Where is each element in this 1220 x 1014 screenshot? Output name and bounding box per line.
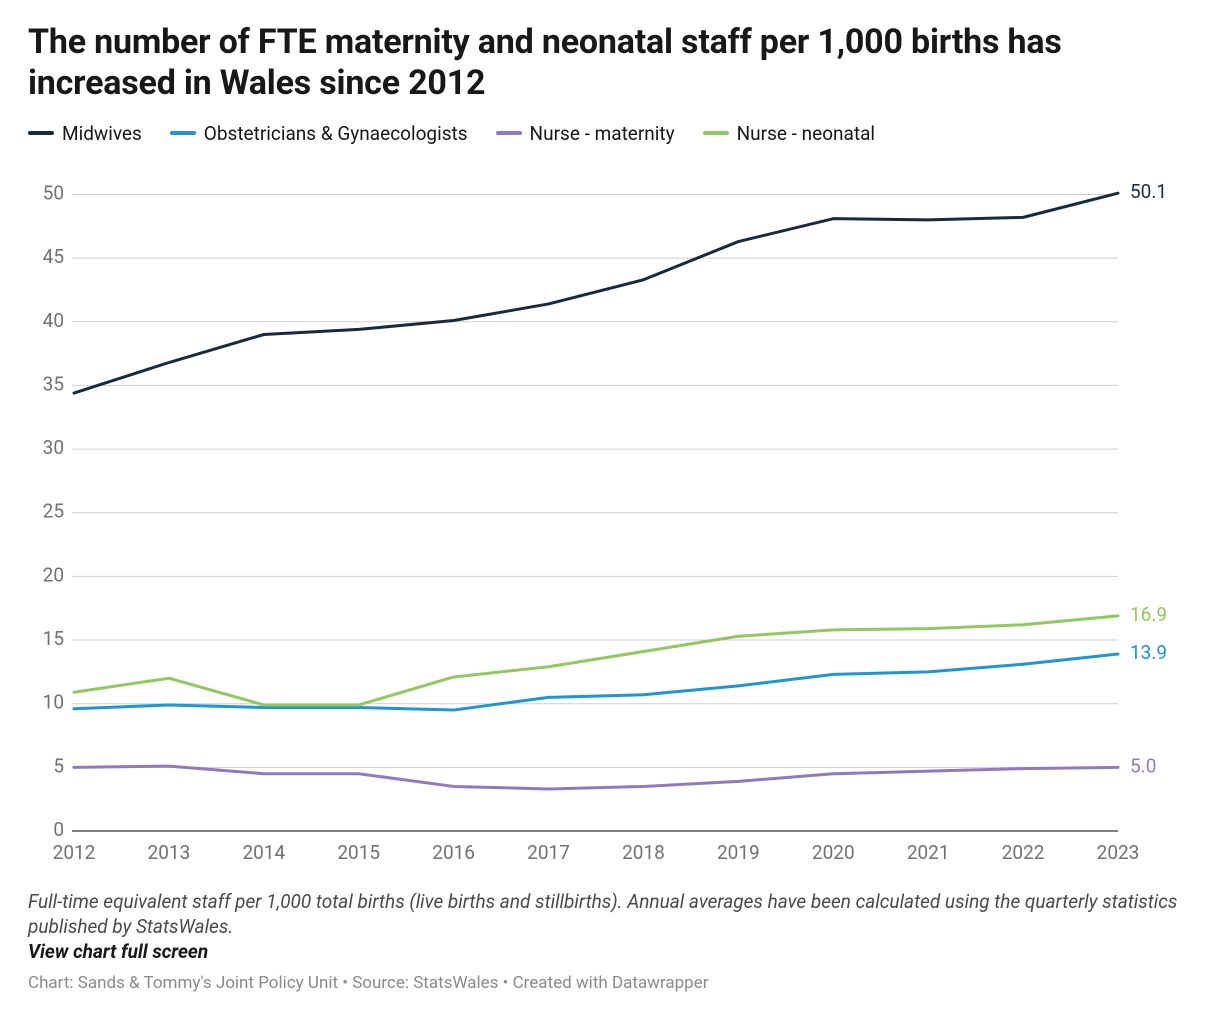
x-tick-label: 2017 (527, 841, 570, 864)
x-tick-label: 2022 (1002, 841, 1045, 864)
series-line (74, 193, 1118, 393)
legend-label: Nurse - maternity (530, 122, 675, 145)
series-end-label: 5.0 (1130, 754, 1156, 777)
legend-swatch (496, 131, 522, 135)
credit-line: Chart: Sands & Tommy's Joint Policy Unit… (28, 973, 1192, 993)
x-tick-label: 2014 (242, 841, 285, 864)
chart-title: The number of FTE maternity and neonatal… (28, 22, 1192, 104)
legend-item: Nurse - neonatal (703, 122, 875, 145)
legend: Midwives Obstetricians & Gynaecologists Nu… (28, 122, 1192, 145)
x-tick-label: 2023 (1097, 841, 1140, 864)
legend-label: Midwives (62, 122, 142, 145)
y-tick-label: 25 (43, 499, 64, 522)
x-tick-label: 2018 (622, 841, 665, 864)
legend-swatch (28, 131, 54, 135)
x-tick-label: 2012 (53, 841, 96, 864)
y-tick-label: 20 (43, 563, 64, 586)
series-line (74, 615, 1118, 704)
legend-swatch (170, 131, 196, 135)
y-tick-label: 40 (43, 308, 64, 331)
legend-item: Nurse - maternity (496, 122, 675, 145)
view-fullscreen-link[interactable]: View chart full screen (28, 940, 208, 963)
legend-item: Midwives (28, 122, 142, 145)
x-tick-label: 2021 (907, 841, 950, 864)
series-end-label: 13.9 (1130, 641, 1167, 664)
line-chart-svg: 0 5 10 15 20 25 30 35 40 45 50 2012 2013 2014 2015 2016… (28, 155, 1192, 875)
series-end-label: 50.1 (1130, 180, 1167, 203)
y-tick-label: 10 (43, 690, 64, 713)
legend-label: Nurse - neonatal (737, 122, 875, 145)
y-tick-label: 35 (43, 372, 64, 395)
x-tick-label: 2020 (812, 841, 855, 864)
chart: 0 5 10 15 20 25 30 35 40 45 50 2012 2013 2014 2015 2016… (28, 155, 1192, 875)
x-tick-label: 2019 (717, 841, 760, 864)
y-tick-label: 5 (53, 754, 64, 777)
x-tick-label: 2013 (148, 841, 191, 864)
y-tick-label: 50 (43, 181, 64, 204)
series-line (74, 766, 1118, 789)
x-tick-label: 2016 (432, 841, 475, 864)
y-tick-label: 0 (53, 818, 64, 841)
series-end-label: 16.9 (1130, 602, 1167, 625)
legend-swatch (703, 131, 729, 135)
y-tick-label: 15 (43, 627, 64, 650)
x-tick-label: 2015 (337, 841, 380, 864)
y-tick-label: 30 (43, 436, 64, 459)
legend-label: Obstetricians & Gynaecologists (204, 122, 468, 145)
footnote: Full-time equivalent staff per 1,000 tot… (28, 889, 1192, 940)
legend-item: Obstetricians & Gynaecologists (170, 122, 468, 145)
series-line (74, 654, 1118, 710)
y-tick-label: 45 (43, 245, 64, 268)
